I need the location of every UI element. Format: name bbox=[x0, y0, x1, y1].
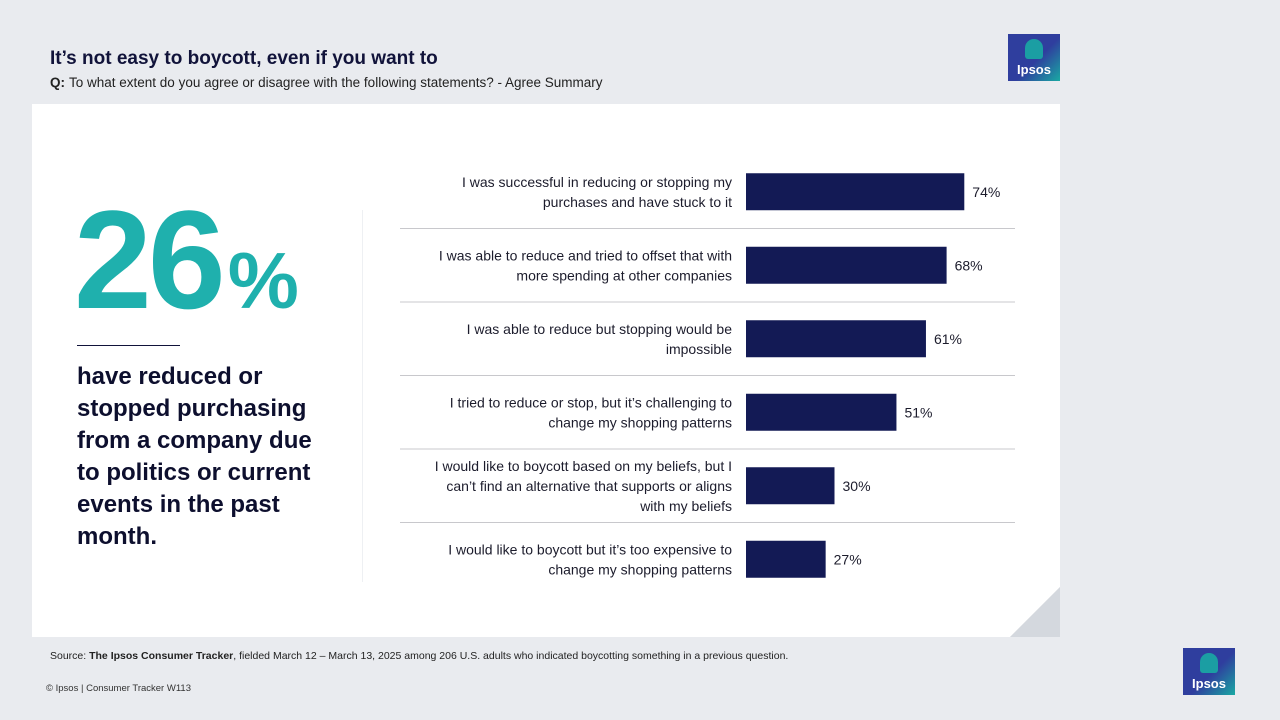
value-label: 61% bbox=[934, 331, 962, 347]
question-text: To what extent do you agree or disagree … bbox=[69, 75, 603, 90]
category-label: change my shopping patterns bbox=[548, 561, 732, 577]
question-line: Q: To what extent do you agree or disagre… bbox=[50, 75, 603, 90]
category-label: more spending at other companies bbox=[516, 267, 732, 283]
logo-mark-icon bbox=[1200, 653, 1218, 673]
logo-text: Ipsos bbox=[1192, 676, 1226, 691]
category-label: with my beliefs bbox=[639, 498, 732, 514]
category-label: can’t find an alternative that supports … bbox=[446, 478, 732, 494]
source-name: The Ipsos Consumer Tracker bbox=[89, 650, 234, 662]
value-label: 51% bbox=[904, 404, 932, 420]
bar bbox=[746, 467, 835, 505]
bar bbox=[746, 320, 926, 358]
highlight-stat: 26% bbox=[74, 190, 299, 330]
highlight-number: 26 bbox=[74, 181, 226, 338]
value-label: 30% bbox=[843, 478, 871, 494]
bar bbox=[746, 173, 965, 211]
question-prefix: Q: bbox=[50, 75, 65, 90]
ipsos-logo-footer: Ipsos bbox=[1183, 648, 1235, 695]
page-title: It’s not easy to boycott, even if you wa… bbox=[50, 48, 438, 69]
value-label: 27% bbox=[834, 551, 862, 567]
value-label: 74% bbox=[972, 184, 1000, 200]
highlight-description: have reduced or stopped purchasing from … bbox=[77, 363, 312, 550]
source-details: , fielded March 12 – March 13, 2025 amon… bbox=[233, 650, 789, 662]
category-label: change my shopping patterns bbox=[548, 414, 732, 430]
highlight-unit: % bbox=[227, 236, 299, 325]
bar bbox=[746, 246, 947, 284]
category-label: I tried to reduce or stop, but it’s chal… bbox=[450, 394, 732, 410]
category-label: impossible bbox=[666, 341, 732, 357]
copyright: © Ipsos | Consumer Tracker W113 bbox=[46, 683, 191, 694]
logo-mark-icon bbox=[1025, 39, 1043, 59]
bar bbox=[746, 393, 897, 431]
source-prefix: Source: bbox=[50, 650, 87, 662]
bar bbox=[746, 540, 826, 578]
ipsos-logo: Ipsos bbox=[1008, 34, 1060, 81]
value-label: 68% bbox=[955, 257, 983, 273]
category-label: purchases and have stuck to it bbox=[543, 194, 732, 210]
category-label: I would like to boycott based on my beli… bbox=[435, 458, 732, 474]
category-label: I would like to boycott but it’s too exp… bbox=[448, 541, 732, 557]
category-label: I was able to reduce but stopping would … bbox=[467, 321, 733, 337]
category-label: I was successful in reducing or stopping… bbox=[462, 174, 732, 190]
panel-divider bbox=[362, 210, 363, 582]
highlight-divider bbox=[77, 345, 180, 346]
source-note: Source: The Ipsos Consumer Tracker, fiel… bbox=[50, 650, 788, 662]
category-label: I was able to reduce and tried to offset… bbox=[439, 247, 732, 263]
logo-text: Ipsos bbox=[1017, 62, 1051, 77]
